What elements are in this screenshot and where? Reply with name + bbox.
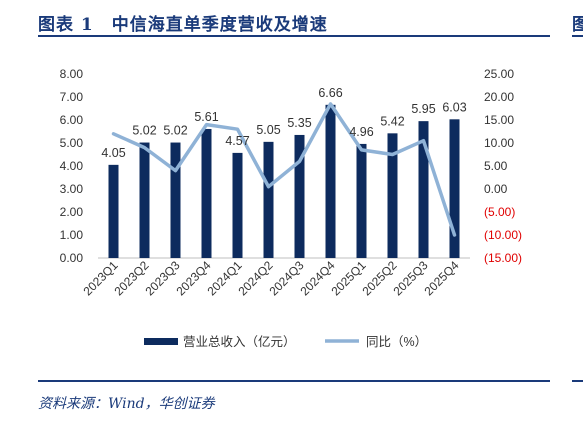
bar-value-label: 5.35: [287, 116, 311, 130]
left-axis-tick-label: 2.00: [60, 205, 84, 219]
figure-title: 图表 1 中信海直单季度营收及增速: [38, 15, 328, 35]
left-axis-tick-label: 0.00: [60, 251, 84, 265]
left-axis-tick-label: 1.00: [60, 228, 84, 242]
legend-label-growth: 同比（%）: [366, 335, 427, 349]
bar: [387, 133, 398, 258]
bar: [232, 152, 243, 258]
right-axis-tick-label: 15.00: [484, 113, 514, 127]
left-axis-tick-label: 5.00: [60, 136, 84, 150]
bar-value-label: 5.61: [194, 110, 218, 124]
bar-value-label: 5.02: [132, 124, 156, 138]
bar-value-label: 5.05: [256, 123, 280, 137]
source-note: 资料来源：Wind，华创证券: [38, 396, 215, 412]
bar: [201, 128, 212, 258]
right-axis-tick-label: 5.00: [484, 159, 508, 173]
legend-label-revenue: 营业总收入（亿元）: [183, 334, 296, 349]
left-axis-tick-label: 4.00: [60, 159, 84, 173]
bar: [139, 142, 150, 258]
right-axis-tick-label: (10.00): [484, 228, 522, 242]
right-axis-tick-label: 10.00: [484, 136, 514, 150]
bar-value-label: 4.05: [101, 146, 125, 160]
right-axis-tick-label: 0.00: [484, 182, 508, 196]
right-axis-tick-label: (5.00): [484, 205, 515, 219]
next-figure-title-fragment: 图: [572, 15, 583, 35]
growth-line: [111, 102, 457, 237]
bar-value-label: 5.42: [380, 114, 404, 128]
bar: [294, 134, 305, 258]
bar: [325, 104, 336, 258]
bar-value-label: 5.95: [411, 102, 435, 116]
right-axis-tick-label: (15.00): [484, 251, 522, 265]
bar: [449, 119, 460, 258]
legend-swatch-revenue: [144, 338, 178, 345]
left-axis-tick-label: 3.00: [60, 182, 84, 196]
bar-value-label: 4.96: [349, 125, 373, 139]
bar: [170, 142, 181, 258]
bar: [356, 143, 367, 258]
right-axis-tick-label: 25.00: [484, 67, 514, 81]
left-axis-tick-label: 7.00: [60, 90, 84, 104]
category-label: 2025Q4: [422, 258, 462, 298]
bar: [108, 164, 119, 258]
bar: [418, 121, 429, 259]
bar-value-label: 5.02: [163, 124, 187, 138]
left-axis-tick-label: 6.00: [60, 113, 84, 127]
right-axis-tick-label: 20.00: [484, 90, 514, 104]
next-figure-rule: [572, 35, 583, 37]
bar-value-label: 4.57: [225, 134, 249, 148]
bar-value-label: 6.03: [442, 100, 466, 114]
title-rule: [38, 35, 550, 37]
left-axis-tick-label: 8.00: [60, 67, 84, 81]
bar-value-label: 6.66: [318, 86, 342, 100]
footer-rule: [38, 380, 550, 382]
next-figure-footer-rule: [572, 380, 583, 382]
bar: [263, 141, 274, 258]
